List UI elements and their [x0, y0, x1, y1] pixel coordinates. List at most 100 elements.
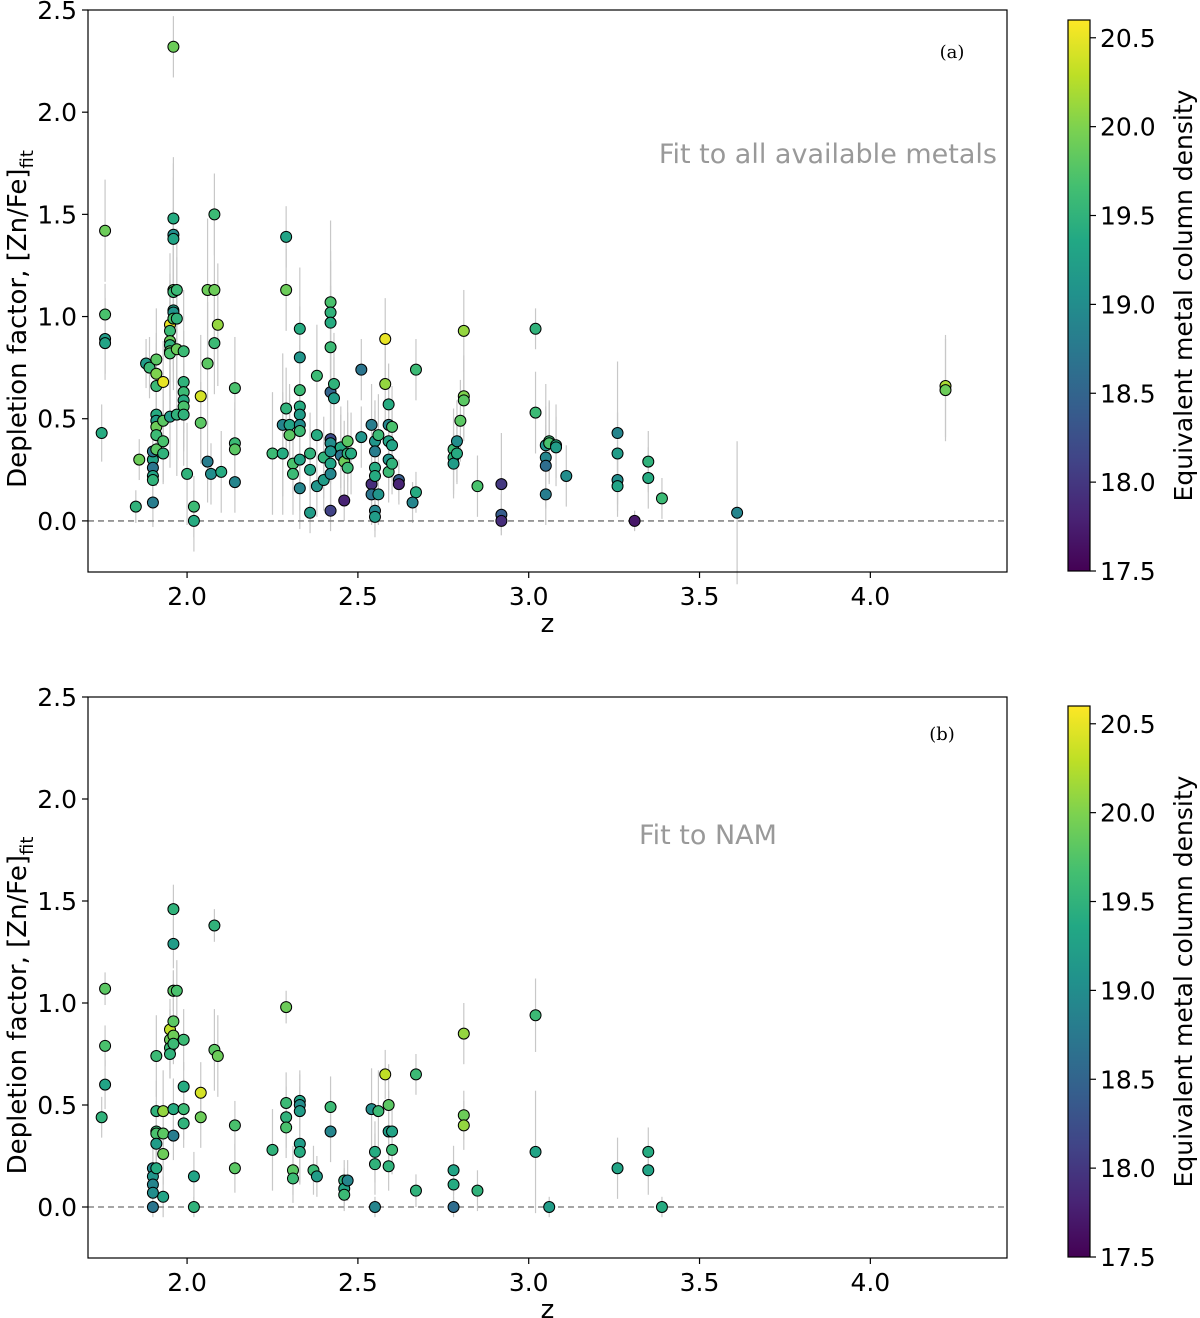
data-point — [167, 1103, 180, 1116]
data-point — [228, 382, 241, 395]
data-point — [450, 435, 463, 448]
data-point — [194, 390, 207, 403]
data-point — [560, 469, 573, 482]
panel-b: 2.0 2.5 3.0 3.5 4.0 0.0 0.5 1.0 1.5 2.0 2.5 (b) F… — [3, 683, 1198, 1318]
colorbar-label-b: Equivalent metal column density — [1169, 775, 1198, 1187]
colorbar-ticks-b: 17.5 18.0 18.5 19.0 19.5 20.0 20.5 — [1090, 710, 1156, 1272]
colorbar-gradient-a — [1067, 19, 1091, 572]
data-point — [167, 1015, 180, 1028]
data-point — [228, 1119, 241, 1132]
data-point — [379, 1068, 392, 1081]
data-point — [194, 1111, 207, 1124]
data-point — [293, 408, 306, 421]
colorbar-tick-label: 18.0 — [1100, 1154, 1156, 1183]
data-point — [457, 324, 470, 337]
data-point — [539, 488, 552, 501]
data-point — [310, 369, 323, 382]
data-point — [324, 1125, 337, 1138]
data-point — [211, 318, 224, 331]
data-point — [181, 467, 194, 480]
data-point — [280, 402, 293, 415]
data-point — [293, 453, 306, 466]
data-point — [324, 445, 337, 458]
data-point — [406, 496, 419, 509]
data-point — [611, 1162, 624, 1175]
data-point — [167, 1037, 180, 1050]
data-point — [471, 1184, 484, 1197]
data-point — [201, 455, 214, 468]
data-point — [731, 506, 744, 519]
y-tick-label: 2.0 — [37, 785, 77, 814]
data-point — [495, 514, 508, 527]
data-point — [529, 406, 542, 419]
y-axis-label-main-b: Depletion factor, [Zn/Fe] — [3, 855, 33, 1174]
data-point — [99, 1039, 112, 1052]
data-point — [283, 418, 296, 431]
colorbar-tick-label: 19.0 — [1100, 290, 1156, 319]
data-point — [211, 1050, 224, 1063]
data-point — [194, 416, 207, 429]
data-point — [286, 467, 299, 480]
x-tick-label: 2.5 — [338, 582, 378, 611]
data-point — [457, 394, 470, 407]
data-point — [310, 1170, 323, 1183]
data-point — [382, 398, 395, 411]
data-point — [304, 447, 317, 460]
data-point — [447, 1178, 460, 1191]
data-point — [187, 1170, 200, 1183]
data-point — [150, 1050, 163, 1063]
annotation-a: Fit to all available metals — [659, 139, 997, 170]
data-point — [266, 447, 279, 460]
data-point — [368, 1145, 381, 1158]
x-tick-label: 3.0 — [509, 582, 549, 611]
data-point — [529, 322, 542, 335]
y-axis-label-sub-a: fit — [17, 150, 38, 168]
data-point — [386, 1125, 399, 1138]
y-tick-label: 0.5 — [37, 405, 77, 434]
data-point — [187, 514, 200, 527]
data-point — [170, 283, 183, 296]
data-point — [324, 316, 337, 329]
data-point — [170, 312, 183, 325]
y-tick-label: 1.5 — [37, 887, 77, 916]
data-point — [276, 447, 289, 460]
x-tick-label: 2.5 — [338, 1268, 378, 1297]
plot-area-b — [87, 696, 1008, 1259]
data-point — [447, 1164, 460, 1177]
plot-frame-b — [87, 696, 1008, 1259]
data-point — [655, 492, 668, 505]
data-point — [280, 1096, 293, 1109]
data-point — [368, 510, 381, 523]
plot-area-a — [87, 9, 1008, 585]
data-point — [208, 919, 221, 932]
data-point — [293, 424, 306, 437]
data-point — [215, 465, 228, 478]
data-point — [99, 982, 112, 995]
data-point — [99, 224, 112, 237]
data-point — [550, 441, 563, 454]
data-point — [382, 1160, 395, 1173]
colorbar-label-a: Equivalent metal column density — [1169, 89, 1198, 501]
colorbar-tick-label: 20.5 — [1100, 710, 1156, 739]
data-point — [382, 1099, 395, 1111]
data-point — [642, 1164, 655, 1177]
panel-tag-b: (b) — [929, 724, 955, 745]
data-point — [939, 384, 952, 397]
data-point — [163, 1048, 176, 1060]
data-point — [372, 429, 385, 442]
colorbar-ticks-a: 17.5 18.0 18.5 19.0 19.5 20.0 20.5 — [1090, 24, 1156, 586]
data-point — [450, 447, 463, 460]
y-tick-label: 2.5 — [37, 683, 77, 712]
y-axis-a: 0.0 0.5 1.0 1.5 2.0 2.5 — [37, 0, 88, 536]
data-point — [146, 1186, 159, 1199]
data-point — [177, 345, 190, 358]
data-point — [324, 504, 337, 517]
x-axis-label-b: z — [541, 1295, 555, 1318]
data-point — [409, 1068, 422, 1081]
error-bars-b — [101, 884, 663, 1218]
data-point — [129, 500, 142, 513]
data-point — [266, 1143, 279, 1156]
data-point — [293, 1145, 306, 1158]
data-point — [146, 474, 159, 487]
data-point — [409, 486, 422, 499]
